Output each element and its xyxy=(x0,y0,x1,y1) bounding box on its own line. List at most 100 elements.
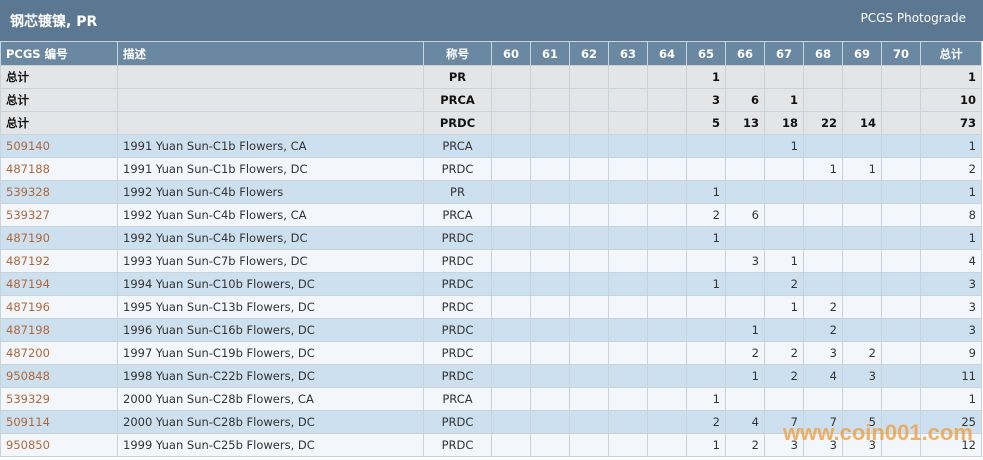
table-cell xyxy=(647,433,687,457)
table-cell xyxy=(569,341,609,365)
table-cell xyxy=(881,226,921,250)
table-cell: PRDC xyxy=(423,111,492,135)
table-cell: 6 xyxy=(725,203,765,227)
table-cell: 13 xyxy=(725,111,765,135)
table-cell xyxy=(881,387,921,411)
table-cell: PRCA xyxy=(423,134,492,158)
table-cell: 2 xyxy=(842,341,882,365)
table-cell: 1994 Yuan Sun-C10b Flowers, DC xyxy=(117,272,424,296)
table-cell xyxy=(491,249,531,273)
table-cell xyxy=(881,134,921,158)
table-cell xyxy=(569,410,609,434)
table-row: 487196 1995 Yuan Sun-C13b Flowers, DC PRDC… xyxy=(0,295,982,319)
table-cell xyxy=(647,157,687,181)
table-cell: 1 xyxy=(920,387,982,411)
table-cell xyxy=(569,180,609,204)
table-row: 487190 1992 Yuan Sun-C4b Flowers, DC PRDC 1… xyxy=(0,226,982,250)
table-cell: 1 xyxy=(920,180,982,204)
header: 钢芯镀镍, PR PCGS Photograde xyxy=(0,0,983,41)
column-header: 60 xyxy=(491,41,531,66)
table-cell xyxy=(569,364,609,388)
table-cell: 1 xyxy=(686,180,726,204)
table-cell: 总计 xyxy=(0,65,118,89)
table-row: 487192 1993 Yuan Sun-C7b Flowers, DC PRDC 3… xyxy=(0,249,982,273)
table-row: 487188 1991 Yuan Sun-C1b Flowers, DC PRDC 1… xyxy=(0,157,982,181)
cert-link: 487188 xyxy=(0,157,118,181)
cert-link: 487198 xyxy=(0,318,118,342)
table-cell xyxy=(725,180,765,204)
table-cell xyxy=(569,272,609,296)
table-cell xyxy=(764,65,804,89)
table-cell: 3 xyxy=(725,249,765,273)
table-cell xyxy=(881,410,921,434)
table-cell: 1 xyxy=(920,65,982,89)
table-cell: 1 xyxy=(725,364,765,388)
table-cell xyxy=(647,341,687,365)
table-cell xyxy=(608,410,648,434)
table-cell xyxy=(803,65,843,89)
column-header: 66 xyxy=(725,41,765,66)
table-cell: PRDC xyxy=(423,341,492,365)
table-cell: 3 xyxy=(920,318,982,342)
table-cell xyxy=(569,387,609,411)
table-cell xyxy=(686,341,726,365)
table-cell: PR xyxy=(423,65,492,89)
column-header: 63 xyxy=(608,41,648,66)
table-cell: 总计 xyxy=(0,88,118,112)
table-cell xyxy=(530,318,570,342)
column-header: 67 xyxy=(764,41,804,66)
table-cell xyxy=(842,88,882,112)
table-cell xyxy=(491,295,531,319)
table-cell: 3 xyxy=(920,272,982,296)
table-row: 539328 1992 Yuan Sun-C4b Flowers PR 1 1 xyxy=(0,180,982,204)
table-cell xyxy=(608,387,648,411)
column-header: 称号 xyxy=(423,41,492,66)
table-row: 487198 1996 Yuan Sun-C16b Flowers, DC PRDC… xyxy=(0,318,982,342)
table-cell: 1 xyxy=(764,249,804,273)
table-cell xyxy=(803,387,843,411)
table-cell: 3 xyxy=(686,88,726,112)
table: PCGS 编号 描述 称号 60 61 62 63 64 65 66 67 68 69 70 总计 总计 PR… xyxy=(0,41,982,457)
column-header: 总计 xyxy=(920,41,982,66)
column-header: 61 xyxy=(530,41,570,66)
column-header: 65 xyxy=(686,41,726,66)
table-row: 总计 PRDC 5 13 18 22 14 73 xyxy=(0,111,982,135)
table-cell: 1 xyxy=(686,272,726,296)
table-cell xyxy=(530,203,570,227)
table-cell: 12 xyxy=(920,433,982,457)
table-cell xyxy=(647,111,687,135)
table-cell xyxy=(725,157,765,181)
table-cell: 1992 Yuan Sun-C4b Flowers, DC xyxy=(117,226,424,250)
table-cell xyxy=(881,111,921,135)
table-cell xyxy=(569,134,609,158)
table-cell: 1 xyxy=(764,88,804,112)
table-cell xyxy=(881,180,921,204)
table-cell xyxy=(842,272,882,296)
table-cell xyxy=(491,272,531,296)
table-cell: 10 xyxy=(920,88,982,112)
table-cell: 2 xyxy=(764,364,804,388)
table-cell xyxy=(608,203,648,227)
table-cell xyxy=(530,433,570,457)
table-cell: 1 xyxy=(725,318,765,342)
cert-link: 950850 xyxy=(0,433,118,457)
table-cell xyxy=(608,111,648,135)
table-cell xyxy=(530,65,570,89)
table-cell xyxy=(647,295,687,319)
table-row: 509140 1991 Yuan Sun-C1b Flowers, CA PRCA 1… xyxy=(0,134,982,158)
cert-link: 539328 xyxy=(0,180,118,204)
table-row: 总计 PR 1 1 xyxy=(0,65,982,89)
table-cell xyxy=(647,387,687,411)
table-cell: 25 xyxy=(920,410,982,434)
table-cell xyxy=(530,387,570,411)
table-cell xyxy=(686,134,726,158)
cert-link: 487200 xyxy=(0,341,118,365)
table-cell: 1997 Yuan Sun-C19b Flowers, DC xyxy=(117,341,424,365)
table-cell: 1 xyxy=(842,157,882,181)
table-cell xyxy=(491,364,531,388)
table-cell xyxy=(725,226,765,250)
table-cell xyxy=(491,387,531,411)
table-cell xyxy=(530,249,570,273)
table-cell xyxy=(530,134,570,158)
